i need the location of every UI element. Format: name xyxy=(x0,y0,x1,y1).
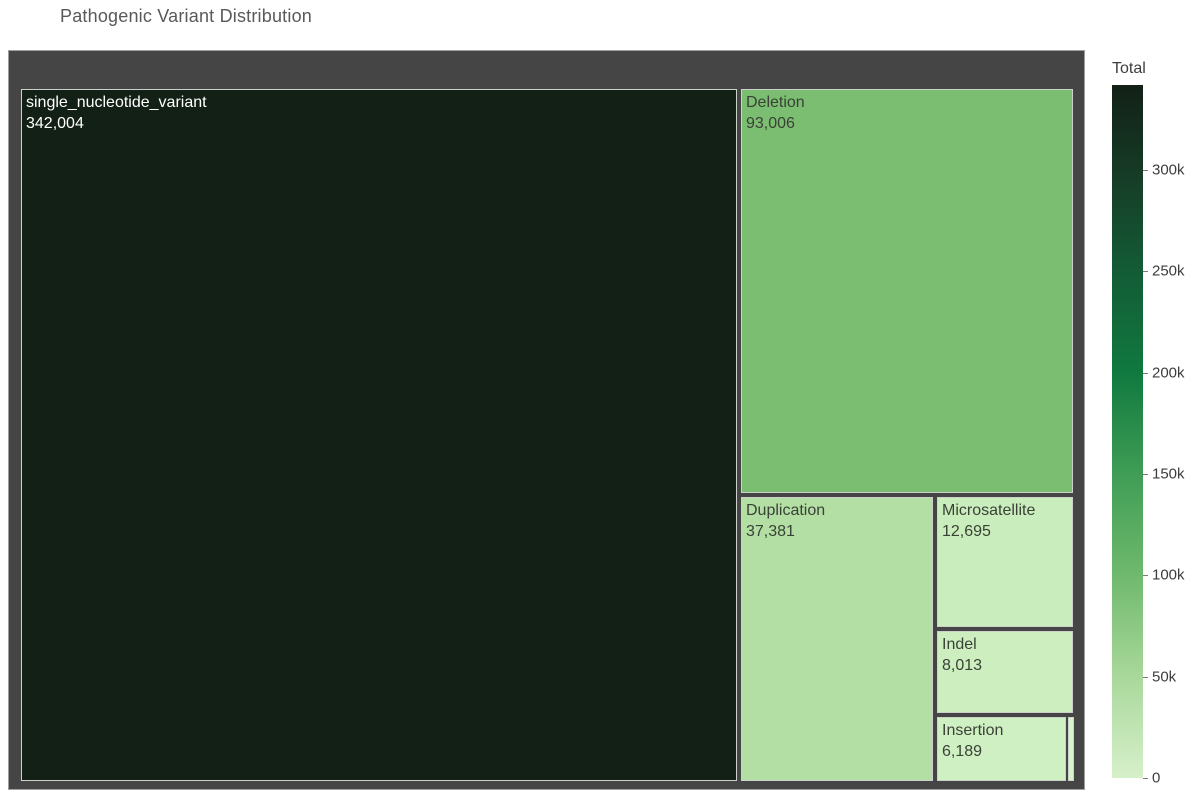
treemap-tile-small-sliver[interactable] xyxy=(1068,717,1074,781)
tile-value: 342,004 xyxy=(26,115,84,132)
tile-value: 93,006 xyxy=(746,115,795,132)
colorbar-tick-label: 50k xyxy=(1152,668,1177,686)
colorbar-tick-mark xyxy=(1143,474,1148,476)
treemap-tile-insertion[interactable]: Insertion 6,189 xyxy=(937,717,1066,781)
tile-value: 12,695 xyxy=(942,523,991,540)
page-title: Pathogenic Variant Distribution xyxy=(60,6,313,26)
colorbar-tick-label: 250k xyxy=(1152,262,1185,280)
colorbar-tick-mark xyxy=(1143,271,1148,273)
tile-label: Indel xyxy=(942,636,977,653)
tile-label: Microsatellite xyxy=(942,502,1036,519)
treemap-tile-indel[interactable]: Indel 8,013 xyxy=(937,631,1073,713)
colorbar-tick-label: 100k xyxy=(1152,566,1185,584)
tile-label: single_nucleotide_variant xyxy=(26,94,207,111)
colorbar-tick-label: 0 xyxy=(1152,769,1161,787)
colorbar-tick-mark xyxy=(1143,575,1148,577)
tile-value: 8,013 xyxy=(942,657,983,674)
colorbar-gradient xyxy=(1112,85,1143,778)
tile-label: Deletion xyxy=(746,94,805,111)
colorbar-title: Total xyxy=(1112,60,1146,77)
treemap-tile-microsatellite[interactable]: Microsatellite 12,695 xyxy=(937,497,1073,627)
tile-value: 6,189 xyxy=(942,743,983,760)
tile-label: Duplication xyxy=(746,502,826,519)
tile-value: 37,381 xyxy=(746,523,795,540)
treemap-tile-duplication[interactable]: Duplication 37,381 xyxy=(741,497,933,781)
colorbar-tick-mark xyxy=(1143,372,1148,374)
colorbar-tick-mark xyxy=(1143,170,1148,172)
colorbar-tick-mark xyxy=(1143,778,1148,779)
colorbar-tick-label: 200k xyxy=(1152,364,1185,382)
colorbar-tick-mark xyxy=(1143,676,1148,678)
colorbar-tick-label: 300k xyxy=(1152,161,1185,179)
colorbar-tick-label: 150k xyxy=(1152,465,1185,483)
treemap-chart: single_nucleotide_variant 342,004 Deleti… xyxy=(8,50,1085,790)
tile-label: Insertion xyxy=(942,722,1004,739)
treemap-tile-single-nucleotide-variant[interactable]: single_nucleotide_variant 342,004 xyxy=(21,89,737,781)
treemap-tile-deletion[interactable]: Deletion 93,006 xyxy=(741,89,1073,493)
